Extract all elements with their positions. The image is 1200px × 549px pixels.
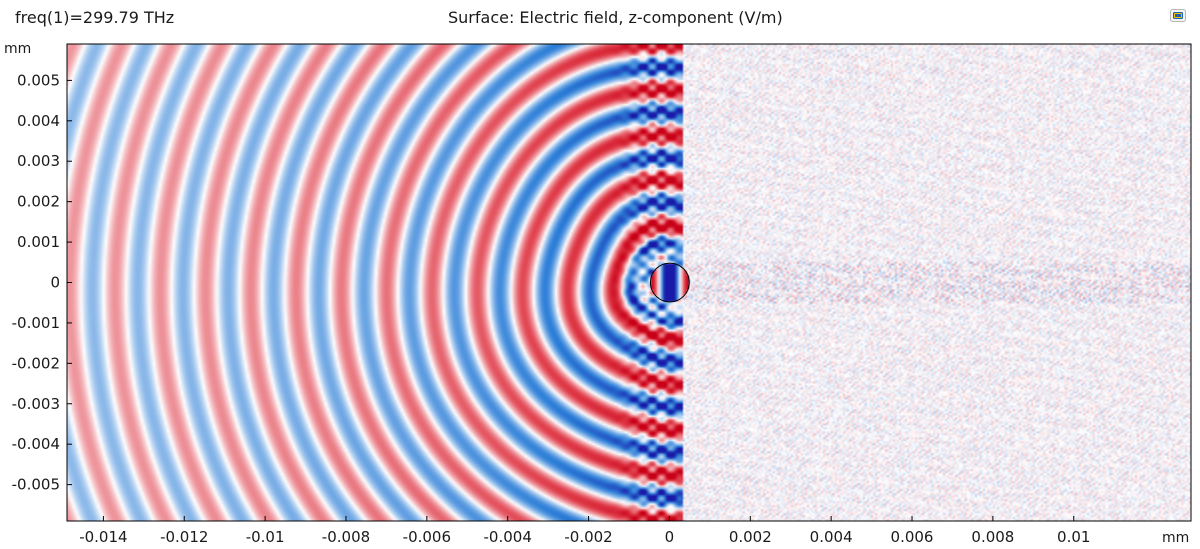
x-tick-label: -0.012 — [160, 528, 208, 546]
plot-title: Surface: Electric field, z-component (V/… — [448, 8, 783, 27]
y-tick-label: 0.004 — [17, 112, 60, 130]
scatterer-outline — [649, 262, 690, 303]
field-surface — [67, 44, 1191, 521]
x-tick-label: 0.002 — [729, 528, 772, 546]
x-tick-label: 0.008 — [971, 528, 1014, 546]
x-tick-label: 0.006 — [891, 528, 934, 546]
x-tick-label: -0.002 — [564, 528, 612, 546]
x-tick-label: -0.004 — [484, 528, 532, 546]
x-tick-label: -0.006 — [403, 528, 451, 546]
y-tick-label: -0.003 — [12, 395, 60, 413]
parameter-label: freq(1)=299.79 THz — [15, 8, 175, 27]
x-tick-label: -0.008 — [322, 528, 370, 546]
y-tick-label: -0.005 — [12, 476, 60, 494]
y-tick-label: -0.004 — [12, 435, 60, 453]
y-axis-label: mm — [4, 41, 31, 57]
y-tick-label: 0 — [50, 274, 60, 292]
x-axis-label: mm — [1162, 530, 1189, 546]
comsol-logo-icon[interactable] — [1170, 9, 1186, 22]
x-tick-label: 0.004 — [810, 528, 853, 546]
x-tick-label: -0.01 — [246, 528, 285, 546]
x-tick-label: -0.014 — [79, 528, 127, 546]
x-tick-label: 0.01 — [1057, 528, 1090, 546]
y-tick-label: 0.002 — [17, 193, 60, 211]
y-tick-label: -0.001 — [12, 314, 60, 332]
y-tick-label: 0.003 — [17, 152, 60, 170]
y-tick-label: 0.005 — [17, 71, 60, 89]
y-tick-label: 0.001 — [17, 233, 60, 251]
y-tick-label: -0.002 — [12, 354, 60, 372]
x-tick-label: 0 — [665, 528, 675, 546]
